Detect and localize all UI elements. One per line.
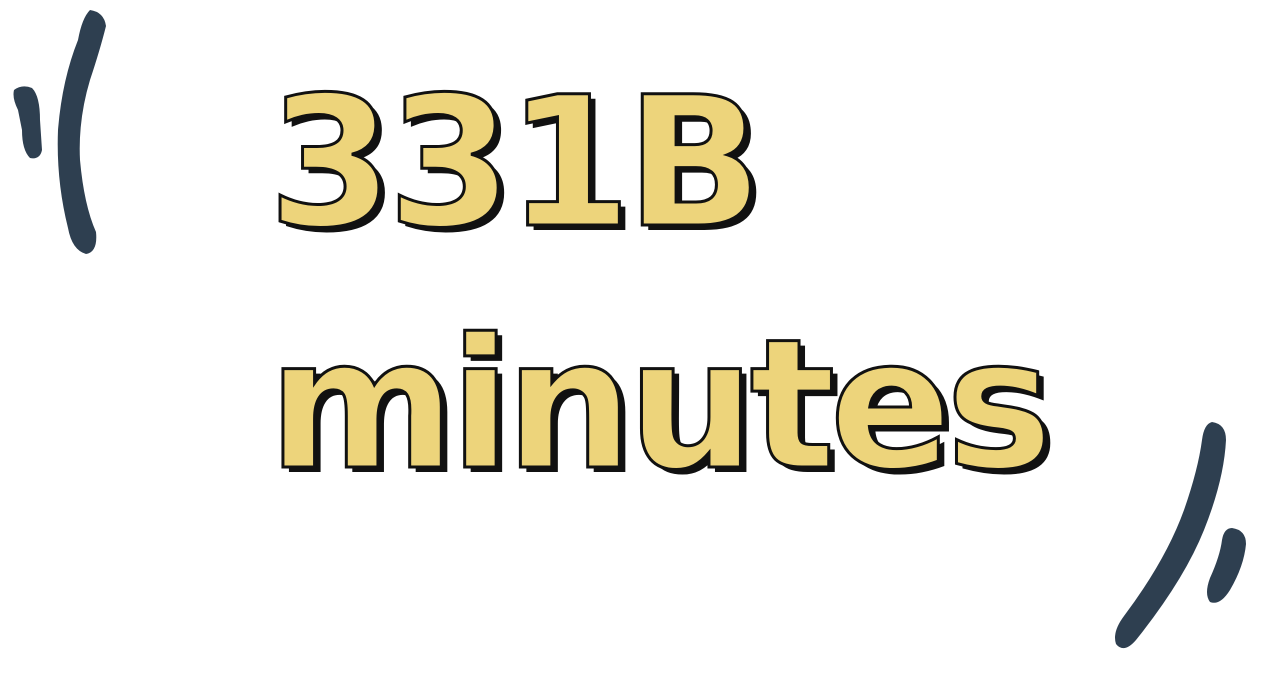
opening-brush-marks-icon (13, 10, 106, 254)
closing-brush-marks-icon (1115, 422, 1246, 649)
headline-unit: minutes (267, 301, 1055, 510)
headline-number: 331B (267, 59, 765, 268)
